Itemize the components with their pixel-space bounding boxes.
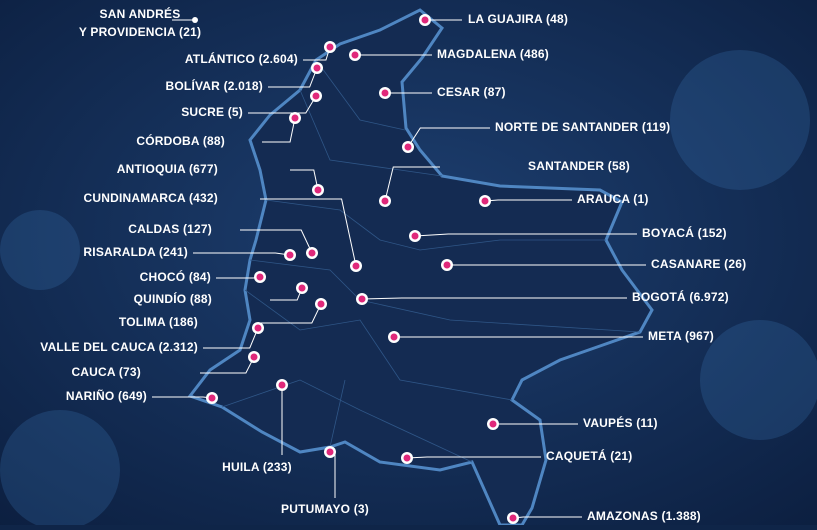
leader-line: [384, 166, 440, 202]
location-dot: [404, 143, 412, 151]
location-dot: [326, 43, 334, 51]
leader-line: [290, 169, 319, 191]
location-dot: [509, 514, 517, 522]
leader-line: [262, 117, 296, 143]
leader-line: [268, 67, 318, 88]
leader-line: [414, 233, 637, 237]
department-label: CÓRDOBA (88): [136, 133, 225, 148]
leader-line: [240, 229, 313, 254]
department-label: QUINDÍO (88): [134, 291, 212, 306]
location-dot: [352, 262, 360, 270]
location-dot: [403, 454, 411, 462]
location-dot: [317, 300, 325, 308]
department-label: SUCRE (5): [181, 105, 243, 119]
leader-line: [260, 303, 322, 324]
department-label: BOLÍVAR (2.018): [166, 78, 263, 93]
department-label: ARAUCA (1): [577, 192, 649, 206]
department-label: NARIÑO (649): [66, 388, 147, 403]
location-dot: [291, 114, 299, 122]
department-label: SANTANDER (58): [528, 159, 630, 173]
department-label: CASANARE (26): [651, 257, 746, 271]
location-dot: [278, 381, 286, 389]
department-label: CALDAS (127): [128, 222, 212, 236]
department-label: META (967): [648, 329, 714, 343]
location-dot: [256, 273, 264, 281]
department-label: BOYACÁ (152): [642, 225, 727, 240]
department-label: CUNDINAMARCA (432): [84, 191, 219, 205]
location-dot: [250, 353, 258, 361]
location-dot: [390, 333, 398, 341]
department-label: VAUPÉS (11): [583, 415, 658, 430]
department-label: CAQUETÁ (21): [546, 448, 632, 463]
department-label: MAGDALENA (486): [437, 47, 549, 61]
location-dot: [358, 295, 366, 303]
san-andres-label: Y PROVIDENCIA (21): [79, 25, 201, 39]
location-dot: [208, 394, 216, 402]
location-dot: [381, 89, 389, 97]
location-dot: [381, 197, 389, 205]
location-dot: [481, 197, 489, 205]
location-dot: [314, 186, 322, 194]
location-dot: [254, 324, 262, 332]
department-label: NORTE DE SANTANDER (119): [495, 120, 670, 134]
department-label: PUTUMAYO (3): [281, 502, 369, 516]
location-dot: [313, 64, 321, 72]
department-label: HUILA (233): [222, 460, 292, 474]
department-label: ATLÁNTICO (2.604): [185, 51, 298, 66]
department-label: CESAR (87): [437, 85, 506, 99]
location-dot: [411, 232, 419, 240]
location-dot: [443, 261, 451, 269]
location-dot: [326, 448, 334, 456]
department-label: CHOCÓ (84): [140, 269, 211, 284]
department-label: TOLIMA (186): [119, 315, 198, 329]
department-label: LA GUAJIRA (48): [468, 12, 568, 26]
location-dot: [286, 251, 294, 259]
leader-line: [406, 456, 541, 459]
leader-line: [407, 127, 490, 148]
department-label: ANTIOQUIA (677): [117, 162, 218, 176]
location-dot: [312, 92, 320, 100]
location-dot: [421, 16, 429, 24]
location-dot: [298, 284, 306, 292]
virus-decoration: [0, 50, 817, 530]
location-dot: [489, 420, 497, 428]
department-label: RISARALDA (241): [83, 245, 188, 259]
department-label: AMAZONAS (1.388): [587, 509, 701, 523]
department-label: CAUCA (73): [71, 365, 141, 379]
location-dot: [308, 249, 316, 257]
leader-line: [361, 297, 627, 300]
department-label: VALLE DEL CAUCA (2.312): [40, 340, 198, 354]
department-label: BOGOTÁ (6.972): [632, 289, 729, 304]
leader-line: [203, 327, 259, 349]
location-dot: [192, 17, 198, 23]
san-andres-label: SAN ANDRÉS: [100, 6, 181, 21]
leader-line: [248, 95, 317, 114]
leader-line: [260, 198, 357, 267]
location-dot: [351, 51, 359, 59]
